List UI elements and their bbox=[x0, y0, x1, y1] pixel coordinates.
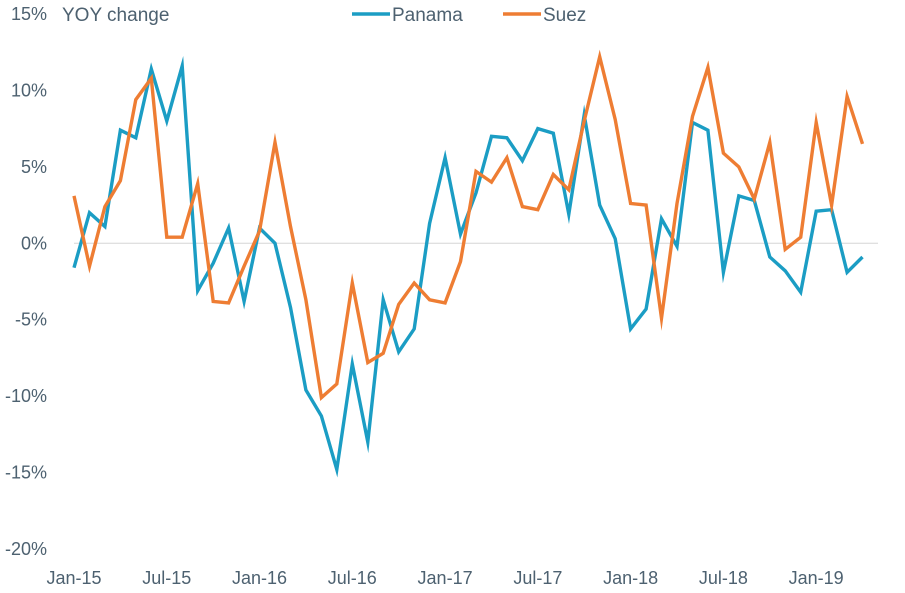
y-tick-label: -15% bbox=[5, 463, 47, 483]
y-tick-label: 15% bbox=[11, 4, 47, 24]
x-tick-label: Jan-17 bbox=[418, 568, 473, 588]
x-axis: Jan-15 Jul-15 Jan-16 Jul-16 Jan-17 Jul-17 Jan-… bbox=[46, 568, 843, 588]
y-tick-label: 5% bbox=[21, 157, 47, 177]
y-tick-label: 10% bbox=[11, 80, 47, 100]
x-tick-label: Jul-15 bbox=[142, 568, 191, 588]
chart-title: YOY change bbox=[62, 5, 169, 26]
y-tick-label: 0% bbox=[21, 233, 47, 253]
x-tick-label: Jan-18 bbox=[603, 568, 658, 588]
x-tick-label: Jul-17 bbox=[513, 568, 562, 588]
x-tick-label: Jan-16 bbox=[232, 568, 287, 588]
legend: Panama Suez bbox=[352, 5, 586, 26]
series-layer bbox=[72, 49, 865, 478]
x-tick-label: Jan-15 bbox=[46, 568, 101, 588]
x-tick-label: Jul-16 bbox=[328, 568, 377, 588]
y-tick-label: -5% bbox=[15, 310, 47, 330]
series-line-suez bbox=[72, 49, 865, 402]
legend-label-suez: Suez bbox=[543, 5, 586, 26]
y-axis: 15% 10% 5% 0% -5% -10% -15% -20% bbox=[5, 4, 47, 559]
legend-label-panama: Panama bbox=[392, 5, 463, 26]
y-tick-label: -20% bbox=[5, 539, 47, 559]
y-tick-label: -10% bbox=[5, 386, 47, 406]
x-tick-label: Jan-19 bbox=[789, 568, 844, 588]
series-line-panama bbox=[72, 56, 864, 478]
x-tick-label: Jul-18 bbox=[699, 568, 748, 588]
